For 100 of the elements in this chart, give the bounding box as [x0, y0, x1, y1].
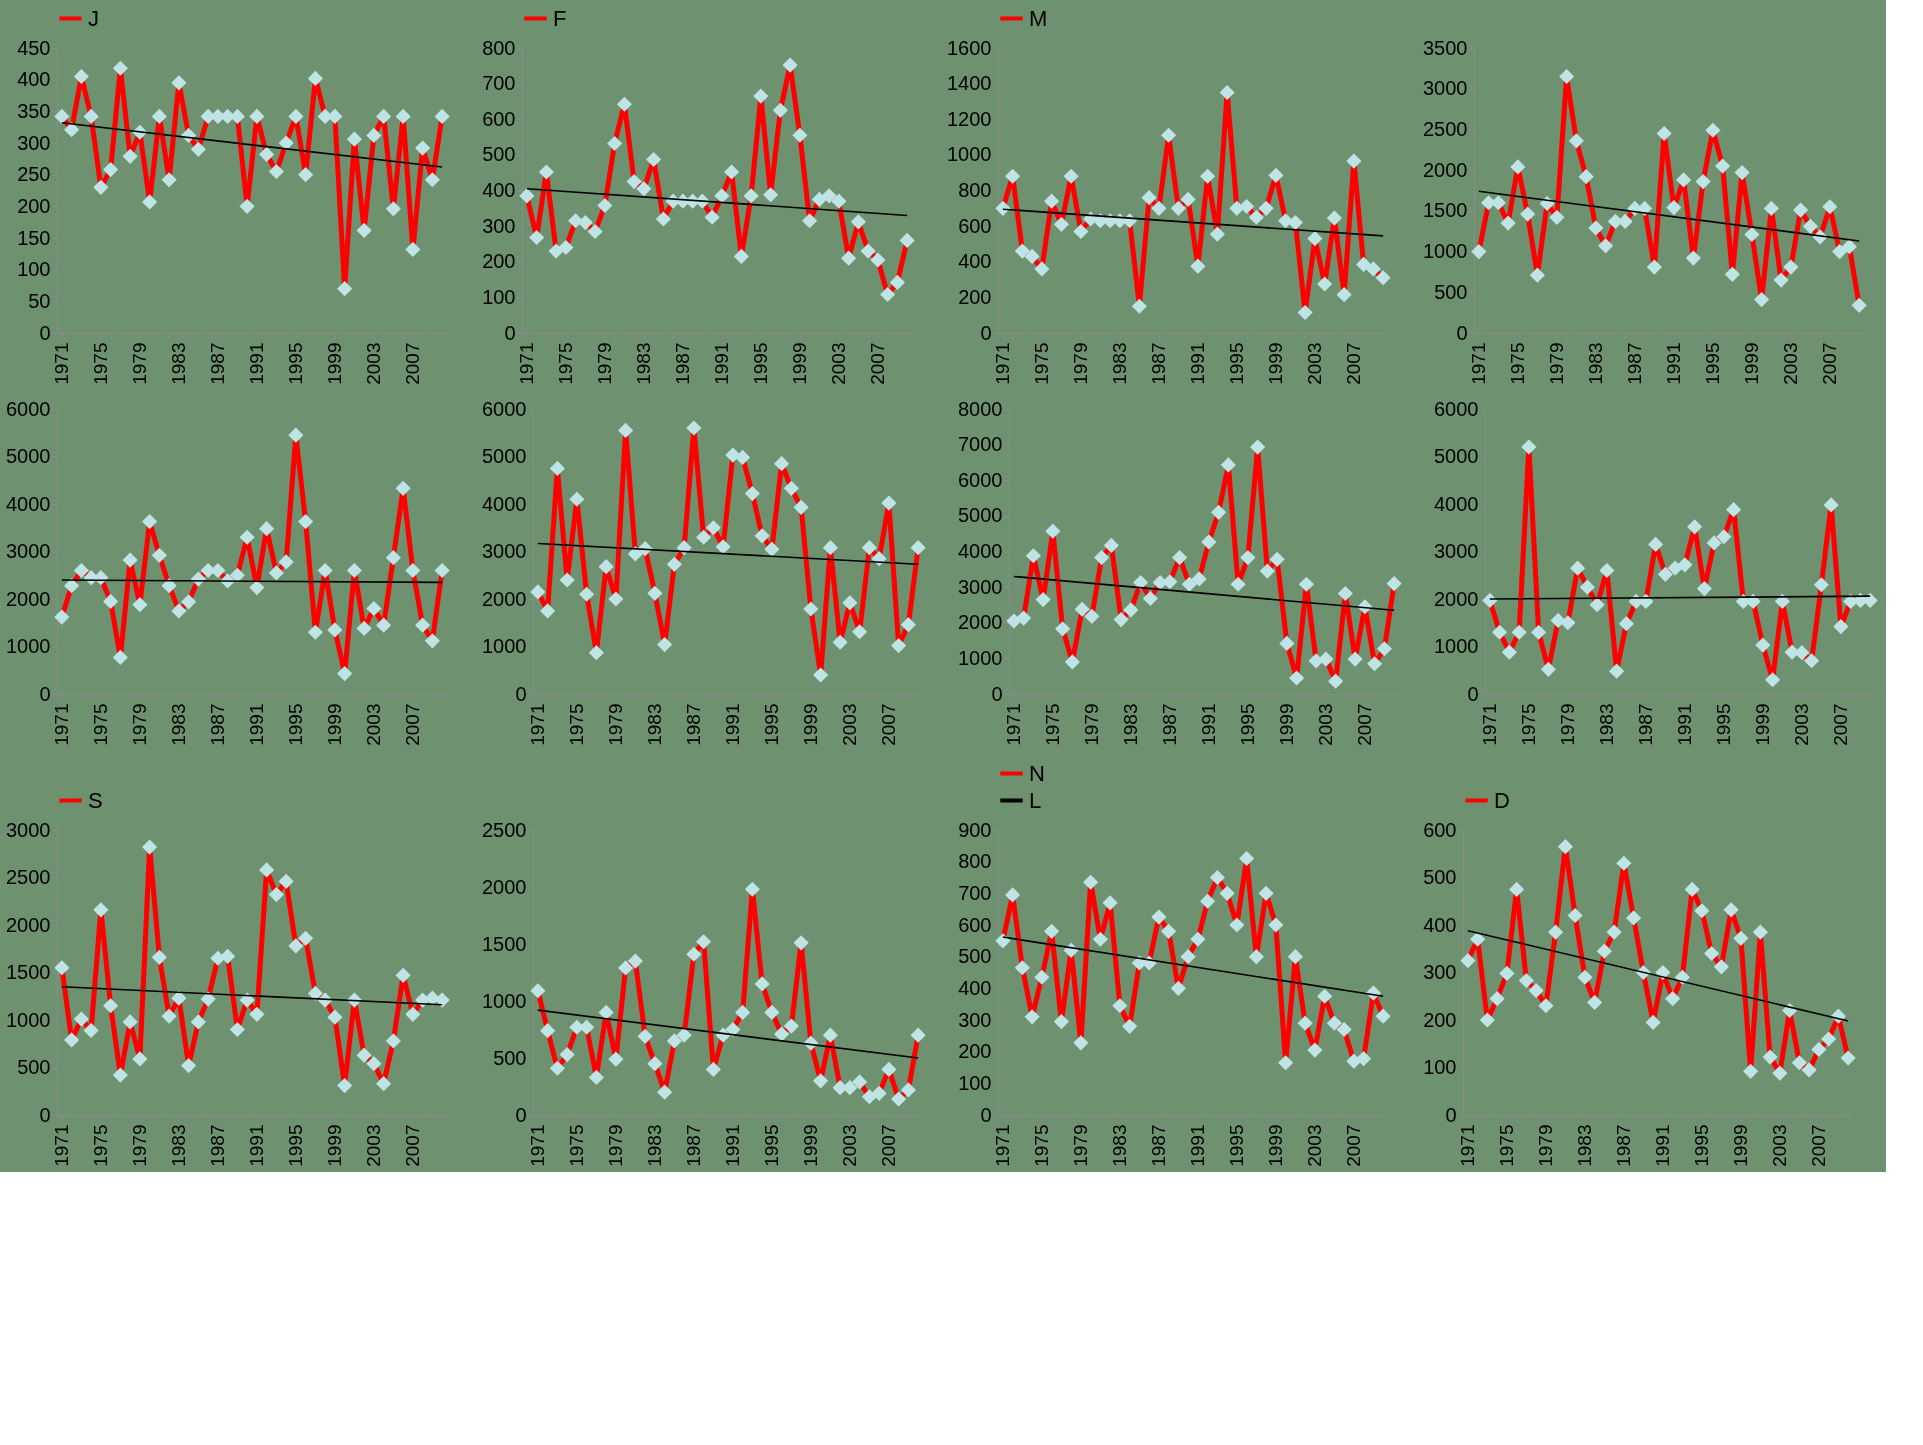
x-tick-label: 2007 [402, 703, 424, 746]
y-tick-label: 300 [1423, 961, 1457, 983]
x-tick-label: 1971 [527, 1124, 549, 1167]
y-tick-label: 1500 [1423, 199, 1468, 222]
x-tick-label: 2003 [1791, 703, 1813, 746]
x-tick-label: 1979 [129, 703, 151, 746]
x-tick-label: 1999 [789, 342, 811, 385]
x-tick-label: 1995 [1702, 342, 1724, 385]
x-tick-label: 1987 [207, 1124, 229, 1167]
y-tick-label: 400 [1423, 913, 1457, 936]
y-tick-label: 8000 [958, 397, 1003, 420]
x-tick-label: 1975 [555, 342, 577, 385]
x-tick-label: 1971 [51, 342, 73, 385]
x-tick-label: 1991 [711, 342, 733, 385]
x-tick-label: 1979 [129, 1124, 151, 1167]
y-tick-label: 0 [980, 1103, 992, 1126]
y-tick-label: 5000 [958, 504, 1003, 527]
x-tick-label: 1975 [1507, 342, 1529, 385]
y-tick-label: 800 [958, 850, 992, 873]
x-tick-label: 1975 [566, 1124, 588, 1167]
x-tick-label: 1987 [1148, 1124, 1170, 1167]
x-tick-label: 2003 [363, 342, 385, 385]
y-tick-label: 450 [17, 36, 51, 59]
x-tick-label: 1983 [1596, 703, 1618, 746]
x-tick-label: 1975 [1518, 703, 1540, 746]
y-tick-label: 2500 [1423, 117, 1468, 140]
x-tick-label: 1979 [1070, 342, 1092, 385]
y-tick-label: 1000 [482, 989, 527, 1012]
y-tick-label: 2000 [482, 875, 527, 898]
y-tick-label: 1000 [6, 1008, 51, 1031]
x-tick-label: 1987 [672, 342, 694, 385]
legend-label: S [88, 787, 103, 813]
y-tick-label: 3000 [1423, 77, 1468, 100]
y-tick-label: 3000 [958, 575, 1003, 598]
x-tick-label: 1983 [1109, 1124, 1131, 1167]
x-tick-label: 1991 [722, 703, 744, 746]
y-tick-label: 5000 [6, 445, 51, 467]
y-tick-label: 6000 [482, 397, 527, 420]
y-tick-label: 1200 [947, 107, 992, 130]
y-tick-label: 100 [958, 1071, 992, 1094]
y-tick-label: 0 [39, 1103, 51, 1126]
x-tick-label: 2007 [1819, 342, 1841, 385]
y-tick-label: 500 [482, 143, 516, 166]
x-tick-label: 1999 [324, 342, 346, 385]
y-tick-label: 2000 [482, 587, 527, 610]
y-tick-label: 500 [958, 945, 992, 968]
y-tick-label: 600 [482, 107, 516, 130]
x-tick-label: 1999 [1752, 703, 1774, 746]
y-tick-label: 5000 [482, 445, 527, 467]
x-tick-label: 1991 [246, 342, 268, 385]
y-tick-label: 100 [1423, 1056, 1457, 1078]
y-tick-label: 0 [504, 321, 516, 344]
y-tick-label: 3500 [1423, 36, 1468, 59]
x-tick-label: 1975 [1031, 342, 1053, 385]
y-tick-label: 1400 [947, 72, 992, 95]
x-tick-label: 1979 [129, 342, 151, 385]
y-tick-label: 150 [17, 226, 51, 249]
x-tick-label: 2007 [402, 342, 424, 385]
y-tick-label: 1000 [1434, 635, 1479, 657]
y-tick-label: 0 [991, 682, 1003, 705]
x-tick-label: 2003 [1780, 342, 1802, 385]
x-tick-label: 1995 [1713, 703, 1735, 746]
y-tick-label: 600 [1423, 818, 1457, 841]
y-tick-label: 700 [482, 72, 516, 95]
x-tick-label: 1975 [1031, 1124, 1053, 1167]
y-tick-label: 500 [493, 1046, 527, 1069]
x-tick-label: 1971 [1457, 1124, 1479, 1167]
y-tick-label: 200 [17, 194, 51, 217]
y-tick-label: 800 [482, 36, 516, 59]
x-tick-label: 1979 [594, 342, 616, 385]
y-tick-label: 1500 [482, 932, 527, 955]
y-tick-label: 200 [958, 285, 992, 308]
x-tick-label: 1975 [1496, 1124, 1518, 1167]
y-tick-label: 1000 [1423, 240, 1468, 263]
x-tick-label: 1971 [516, 342, 538, 385]
x-tick-label: 2003 [839, 703, 861, 746]
y-tick-label: 600 [958, 913, 992, 936]
x-tick-label: 1987 [207, 703, 229, 746]
x-tick-label: 2007 [402, 1124, 424, 1167]
x-tick-label: 1999 [1265, 342, 1287, 385]
x-tick-label: 1983 [1109, 342, 1131, 385]
y-tick-label: 3000 [6, 818, 51, 841]
x-tick-label: 1983 [633, 342, 655, 385]
y-tick-label: 400 [958, 250, 992, 273]
y-tick-label: 1000 [482, 635, 527, 657]
x-tick-label: 2003 [1304, 1124, 1326, 1167]
x-tick-label: 1971 [51, 703, 73, 746]
x-tick-label: 1995 [761, 703, 783, 746]
x-tick-label: 2003 [1304, 342, 1326, 385]
x-tick-label: 1975 [90, 703, 112, 746]
x-tick-label: 1995 [750, 342, 772, 385]
y-tick-label: 0 [515, 682, 527, 705]
y-tick-label: 0 [1456, 321, 1468, 344]
x-tick-label: 1987 [1148, 342, 1170, 385]
x-tick-label: 1983 [168, 1124, 190, 1167]
y-tick-label: 200 [482, 250, 516, 273]
y-tick-label: 3000 [6, 540, 51, 562]
y-tick-label: 7000 [958, 433, 1003, 456]
y-tick-label: 50 [28, 289, 51, 312]
x-tick-label: 1995 [285, 342, 307, 385]
